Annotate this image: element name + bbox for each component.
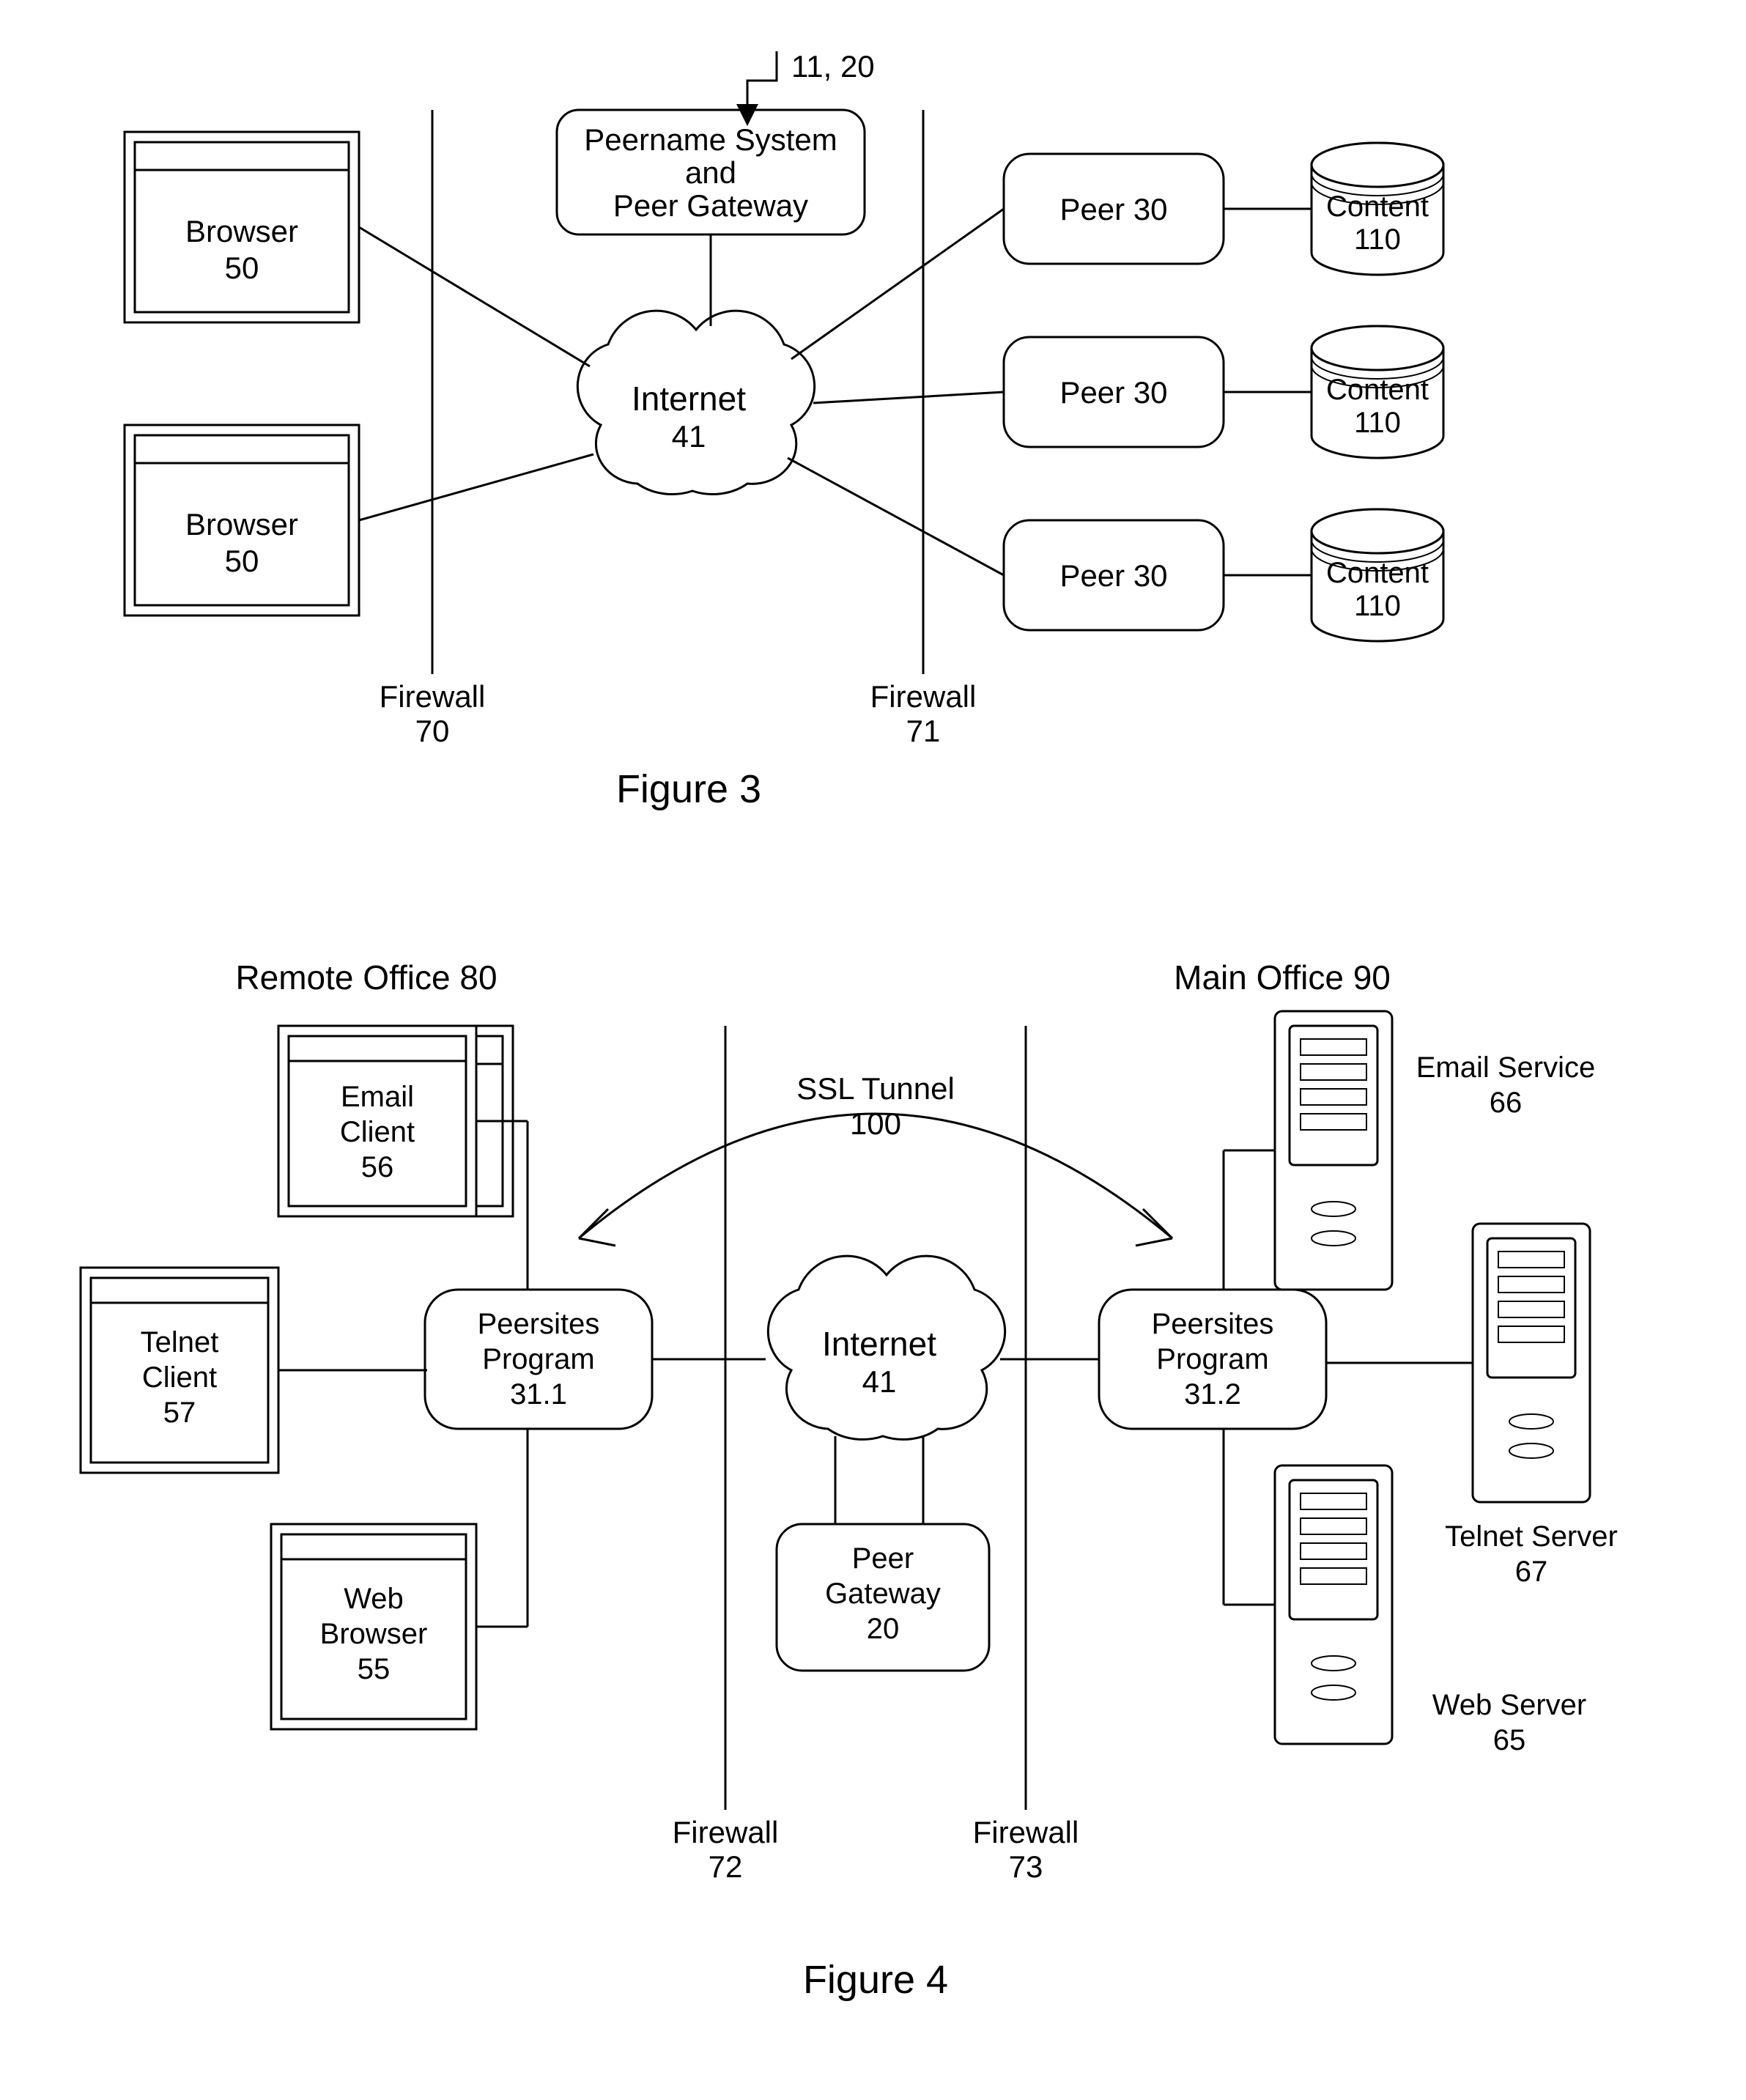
peersites-right-l2: Program	[1156, 1343, 1268, 1375]
email-client-l2: Client	[340, 1116, 415, 1148]
peername-l2: and	[685, 155, 736, 190]
web-server-l2: 65	[1493, 1724, 1526, 1756]
peersites-left-l1: Peersites	[478, 1308, 600, 1340]
peer-2: Peer 30	[1004, 337, 1224, 447]
content-2-l2: 110	[1354, 407, 1401, 439]
browser-2-num: 50	[225, 544, 259, 578]
email-client-l1: Email	[341, 1081, 414, 1113]
main-office-label: Main Office 90	[1174, 958, 1391, 997]
link-browser2-cloud	[359, 454, 593, 520]
internet-cloud-fig3: Internet 41	[577, 311, 814, 494]
firewall-70-l1: Firewall	[380, 679, 486, 714]
figure-4: Remote Office 80 Main Office 90 Firewall…	[81, 958, 1618, 2002]
peer-2-label: Peer 30	[1059, 375, 1167, 410]
telnet-server: Telnet Server 67	[1445, 1224, 1618, 1588]
telnet-client-box: Telnet Client 57	[81, 1268, 278, 1473]
link-browser1-cloud	[359, 227, 590, 366]
browser-1-label: Browser	[185, 214, 298, 248]
browser-1-num: 50	[225, 251, 259, 285]
peersites-right-l3: 31.2	[1184, 1378, 1241, 1411]
email-service-l2: 66	[1490, 1087, 1523, 1119]
web-server-l1: Web Server	[1432, 1689, 1586, 1721]
ref-label: 11, 20	[791, 49, 875, 84]
content-3-l2: 110	[1354, 590, 1401, 622]
internet-l1: Internet	[632, 380, 746, 418]
peersites-left-l2: Program	[482, 1343, 594, 1375]
firewall-70-l2: 70	[415, 714, 450, 748]
peersites-left-l3: 31.1	[510, 1378, 567, 1411]
web-browser-l3: 55	[358, 1653, 391, 1685]
peersites-left: Peersites Program 31.1	[425, 1290, 652, 1429]
figure3-title: Figure 3	[616, 767, 761, 811]
ssl-l2: 100	[850, 1106, 901, 1141]
firewall-71-l1: Firewall	[870, 679, 977, 714]
ref-arrow-11-20: 11, 20	[747, 49, 875, 108]
email-client-l3: 56	[361, 1151, 394, 1183]
telnet-server-l1: Telnet Server	[1445, 1520, 1618, 1553]
firewall-73-l2: 73	[1009, 1849, 1043, 1884]
content-2: Content 110	[1312, 326, 1443, 458]
link-cloud-peer3	[788, 458, 1004, 575]
peername-l1: Peername System	[584, 122, 837, 157]
email-service-l1: Email Service	[1416, 1051, 1596, 1084]
peer-3: Peer 30	[1004, 520, 1224, 630]
firewall-72-l1: Firewall	[673, 1815, 779, 1849]
peername-l3: Peer Gateway	[613, 188, 808, 223]
content-1-l1: Content	[1326, 191, 1429, 223]
peername-box: Peername System and Peer Gateway	[557, 110, 865, 234]
web-browser-l2: Browser	[320, 1618, 428, 1650]
internet-l2: 41	[672, 419, 706, 454]
web-server: Web Server 65	[1275, 1465, 1586, 1756]
link-cloud-peer2	[813, 392, 1004, 403]
web-browser-l1: Web	[344, 1583, 404, 1615]
peer-gateway-l2: Gateway	[825, 1578, 941, 1610]
internet4-l2: 41	[862, 1364, 897, 1399]
remote-office-label: Remote Office 80	[235, 958, 497, 997]
browser-1: Browser 50	[125, 132, 359, 322]
content-3-l1: Content	[1326, 557, 1429, 589]
email-client-box: Email Client 56	[278, 1026, 476, 1216]
peersites-right-l1: Peersites	[1152, 1308, 1274, 1340]
internet4-l1: Internet	[822, 1325, 936, 1363]
content-3: Content 110	[1312, 509, 1443, 641]
browser-2: Browser 50	[125, 425, 359, 615]
telnet-client-l2: Client	[142, 1361, 217, 1394]
figure4-title: Figure 4	[803, 1958, 948, 2002]
peer-3-label: Peer 30	[1059, 558, 1167, 593]
web-browser-box: Web Browser 55	[271, 1524, 476, 1729]
ssl-l1: SSL Tunnel	[796, 1071, 955, 1106]
telnet-client-l3: 57	[163, 1397, 196, 1429]
firewall-73-l1: Firewall	[973, 1815, 1079, 1849]
ssl-tunnel: SSL Tunnel 100	[579, 1071, 1172, 1246]
internet-cloud-fig4: Internet 41	[768, 1256, 1005, 1439]
firewall-71-l2: 71	[906, 714, 941, 748]
peer-gateway-l1: Peer	[852, 1542, 914, 1575]
content-2-l1: Content	[1326, 374, 1429, 406]
telnet-client-l1: Telnet	[141, 1326, 219, 1358]
firewall-72-l2: 72	[709, 1849, 743, 1884]
peersites-right: Peersites Program 31.2	[1099, 1290, 1326, 1429]
peer-1: Peer 30	[1004, 154, 1224, 264]
content-1: Content 110	[1312, 143, 1443, 275]
content-1-l2: 110	[1354, 223, 1401, 256]
peer-gateway: Peer Gateway 20	[777, 1524, 989, 1671]
browser-2-label: Browser	[185, 507, 298, 541]
telnet-server-l2: 67	[1515, 1556, 1548, 1588]
peer-1-label: Peer 30	[1059, 192, 1167, 226]
figure-3: Browser 50 Browser 50 Firewall 70 Firewa…	[125, 49, 1443, 811]
peer-gateway-l3: 20	[867, 1613, 900, 1645]
